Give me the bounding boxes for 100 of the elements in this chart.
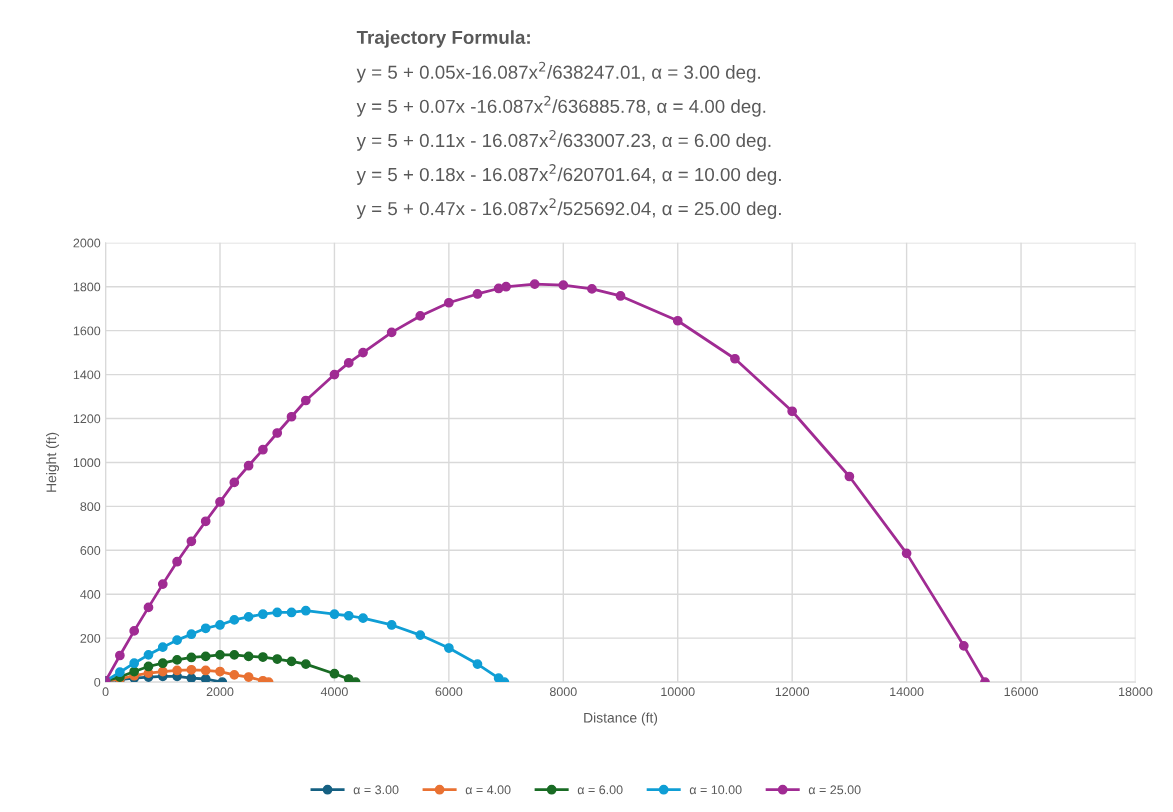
point <box>501 281 511 292</box>
point <box>258 609 268 620</box>
point <box>672 315 683 326</box>
x-tick-label: 4000 <box>320 687 348 697</box>
point <box>200 623 211 634</box>
point <box>172 635 182 645</box>
x-tick-label: 10000 <box>661 687 695 697</box>
point <box>115 650 125 661</box>
y-tick-label: 1200 <box>73 414 101 424</box>
y-tick-label: 200 <box>80 633 101 643</box>
point <box>300 395 311 406</box>
point <box>444 643 454 653</box>
point <box>200 516 211 527</box>
x-tick-label: 14000 <box>890 687 924 697</box>
point <box>358 613 368 624</box>
point <box>186 673 197 683</box>
y-tick-label: 800 <box>80 502 101 512</box>
point <box>358 347 368 358</box>
point <box>200 665 211 676</box>
point <box>215 497 225 507</box>
chart-title: Trajectory Formula: <box>356 30 530 48</box>
point <box>343 610 354 621</box>
point <box>129 666 140 677</box>
point <box>415 311 426 321</box>
point <box>258 444 268 455</box>
x-tick-label: 6000 <box>435 687 463 697</box>
point <box>587 284 597 294</box>
point <box>186 629 197 640</box>
legend-label: α = 10.00 <box>689 785 742 795</box>
point <box>157 658 168 669</box>
point <box>300 605 311 616</box>
point <box>472 289 483 299</box>
y-tick-label: 1600 <box>73 326 101 336</box>
text: y = 5 + 0.05x-16.087x$^{2}$/638247.01, α = 3.00 deg. <box>356 61 760 83</box>
point <box>143 649 154 660</box>
text: y = 5 + 0.11x - 16.087x$^{2}$/633007.23, α = 6.00 deg. <box>356 129 771 151</box>
point <box>329 609 340 620</box>
point <box>558 280 569 291</box>
point <box>787 406 798 417</box>
point <box>229 477 240 488</box>
point <box>215 649 225 660</box>
point <box>258 652 268 662</box>
point <box>286 656 297 667</box>
point <box>157 666 168 677</box>
point <box>286 607 297 618</box>
y-tick-label: 1400 <box>73 370 101 380</box>
point <box>229 615 240 625</box>
y-tick-label: 1000 <box>73 458 101 468</box>
x-tick-label: 2000 <box>206 687 234 697</box>
point <box>229 669 240 680</box>
text: y = 5 + 0.18x - 16.087x$^{2}$/620701.64, α = 10.00 deg. <box>356 164 781 185</box>
x-tick-label: 16000 <box>1004 687 1038 697</box>
y-tick-label: 1800 <box>73 282 101 292</box>
legend-label: α = 6.00 <box>577 785 623 795</box>
point <box>172 665 182 676</box>
legend-label: α = 4.00 <box>465 785 511 795</box>
point <box>243 460 254 471</box>
y-tick-label: 2000 <box>73 238 101 248</box>
point <box>272 428 283 438</box>
point <box>300 659 311 669</box>
point <box>272 607 283 618</box>
y-tick-label: 400 <box>80 590 101 599</box>
point <box>958 640 969 651</box>
legend-label: α = 25.00 <box>808 785 861 795</box>
point <box>215 666 225 677</box>
point <box>200 651 211 662</box>
point <box>343 358 354 368</box>
x-axis-title: Distance (ft) <box>584 712 658 726</box>
point <box>129 658 140 669</box>
x-tick-label: 0 <box>102 687 109 697</box>
point <box>115 667 125 678</box>
point <box>186 664 197 675</box>
text: y = 5 + 0.07x -16.087x$^{2}$/636885.78, α = 4.00 deg. <box>356 95 766 117</box>
point <box>286 411 297 422</box>
point <box>529 279 540 289</box>
point <box>272 654 283 664</box>
point <box>472 659 483 669</box>
y-tick-label: 600 <box>80 546 101 555</box>
y-axis-title: Height (ft) <box>46 432 60 492</box>
point <box>343 674 354 683</box>
point <box>129 626 140 636</box>
text: y = 5 + 0.47x - 16.087x$^{2}$/525692.04, α = 25.00 deg. <box>356 198 781 219</box>
point <box>186 536 197 547</box>
point <box>730 353 740 364</box>
point <box>172 655 182 665</box>
point <box>157 642 168 653</box>
point <box>143 602 154 613</box>
y-tick-label: 0 <box>94 677 101 687</box>
point <box>329 668 340 679</box>
point <box>229 649 240 660</box>
point <box>844 471 855 482</box>
point <box>243 611 254 622</box>
point <box>186 652 197 663</box>
point <box>200 674 211 683</box>
point <box>615 291 626 301</box>
x-tick-label: 12000 <box>775 687 810 697</box>
point <box>386 620 397 630</box>
point <box>415 630 426 640</box>
x-tick-label: 8000 <box>549 687 577 697</box>
point <box>215 620 225 630</box>
